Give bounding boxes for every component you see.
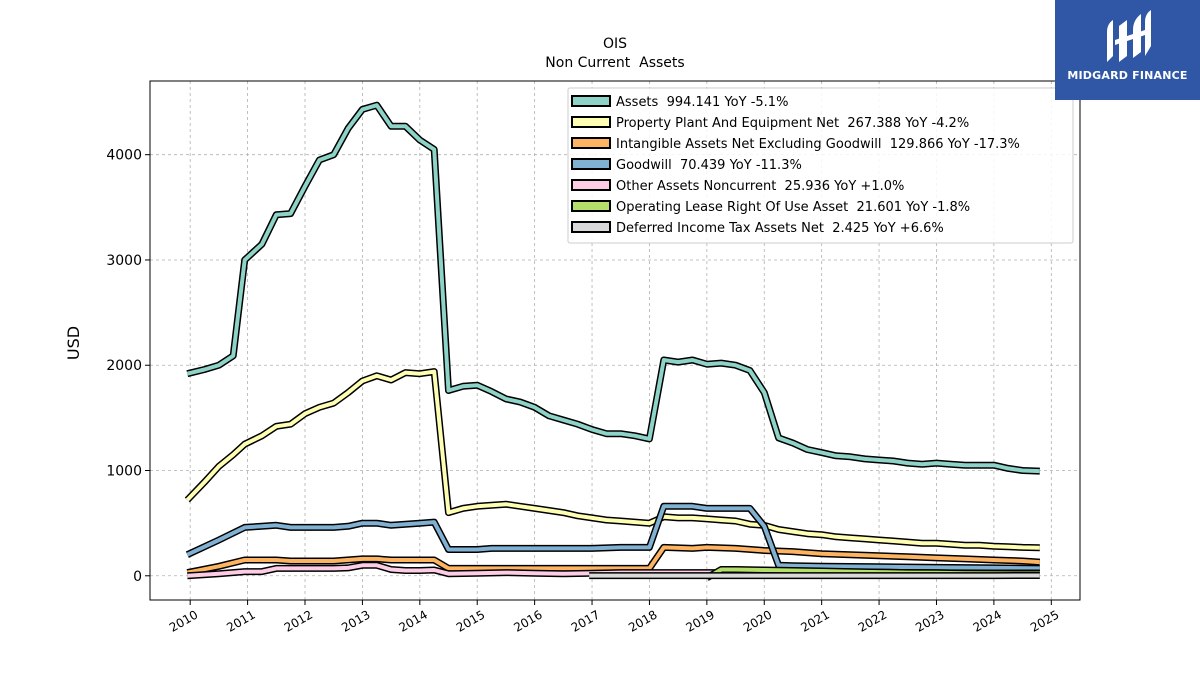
y-tick-label: 3000 — [106, 253, 142, 269]
x-tick-label: 2015 — [454, 607, 487, 634]
x-tick-label: 2017 — [569, 607, 602, 634]
x-tick-label: 2016 — [511, 607, 544, 634]
x-axis: 2010 2011 2012 2013 2014 2015 2016 2017 2018 2019… — [167, 600, 1061, 635]
legend-label: Deferred Income Tax Assets Net 2.425 YoY… — [616, 221, 944, 236]
series-layer — [184, 101, 1041, 581]
series-line — [186, 545, 1040, 575]
legend-swatch — [571, 95, 611, 107]
brand-name: MIDGARD FINANCE — [1067, 69, 1188, 82]
x-tick-label: 2011 — [224, 607, 257, 634]
chart-title: OIS — [603, 36, 627, 52]
y-tick-label: 2000 — [106, 358, 142, 374]
legend-label: Assets 994.141 YoY -5.1% — [616, 95, 788, 110]
legend-swatch — [571, 221, 611, 233]
x-tick-label: 2025 — [1028, 607, 1061, 634]
legend-label: Property Plant And Equipment Net 267.388… — [616, 116, 969, 131]
y-axis: 0 1000 2000 3000 4000 — [106, 148, 150, 585]
legend-label: Operating Lease Right Of Use Asset 21.60… — [616, 200, 970, 215]
legend-swatch — [571, 116, 611, 128]
x-tick-label: 2021 — [798, 607, 831, 634]
y-axis-label: USD — [64, 326, 83, 360]
legend-swatch — [571, 200, 611, 212]
x-tick-label: 2012 — [282, 607, 315, 634]
series-3 — [185, 502, 1040, 572]
x-tick-label: 2018 — [626, 607, 659, 634]
series-2 — [186, 543, 1041, 577]
legend-swatch — [571, 179, 611, 191]
y-tick-label: 4000 — [106, 148, 142, 164]
legend-label: Other Assets Noncurrent 25.936 YoY +1.0% — [616, 179, 904, 194]
x-tick-label: 2020 — [741, 607, 774, 634]
x-tick-label: 2019 — [684, 607, 717, 634]
x-tick-label: 2023 — [913, 607, 946, 634]
legend-swatch — [571, 158, 611, 170]
x-tick-label: 2013 — [339, 607, 372, 634]
logo-mark-icon — [1107, 10, 1151, 62]
legend-box — [567, 87, 1074, 244]
legend-label: Intangible Assets Net Excluding Goodwill… — [616, 137, 1020, 152]
x-tick-label: 2014 — [397, 607, 430, 634]
y-tick-label: 0 — [133, 569, 142, 585]
legend-swatch — [571, 137, 611, 149]
x-tick-label: 2022 — [856, 607, 889, 634]
y-tick-label: 1000 — [106, 464, 142, 480]
legend: Assets 994.141 YoY -5.1% Property Plant A… — [567, 87, 1074, 244]
plot-area-frame — [149, 80, 1081, 601]
chart-subtitle: Non Current Assets — [545, 55, 684, 71]
series-1 — [184, 368, 1040, 552]
series-line — [186, 103, 1040, 474]
x-tick-label: 2010 — [167, 607, 200, 634]
series-line — [186, 504, 1040, 571]
x-tick-label: 2024 — [971, 607, 1004, 634]
legend-label: Goodwill 70.439 YoY -11.3% — [616, 158, 802, 173]
series-0 — [186, 101, 1040, 475]
brand-logo: MIDGARD FINANCE — [1055, 0, 1200, 100]
series-line — [185, 369, 1040, 550]
